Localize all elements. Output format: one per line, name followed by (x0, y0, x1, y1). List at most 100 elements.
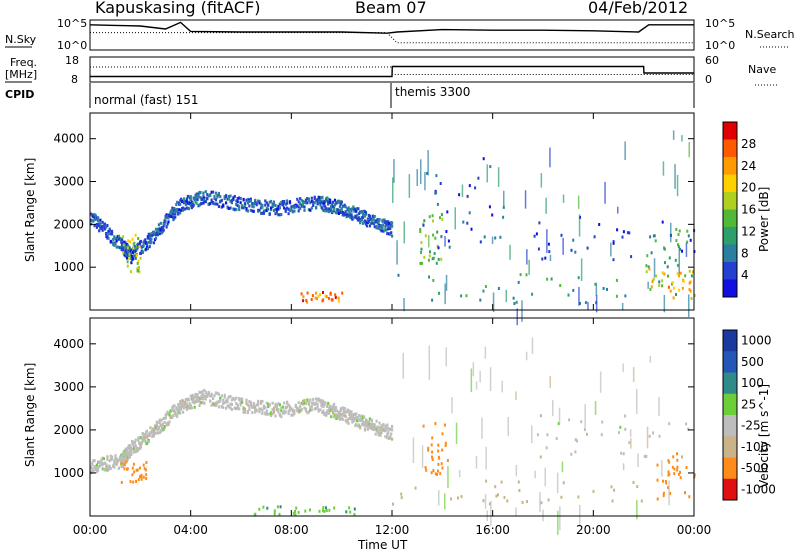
data-cell (202, 393, 205, 397)
data-cell (317, 409, 320, 413)
data-cell (365, 224, 369, 228)
data-cell (115, 239, 118, 243)
data-cell (361, 418, 364, 422)
data-cell (144, 468, 147, 472)
data-cell (265, 409, 268, 413)
data-cell (193, 405, 196, 409)
data-cell (176, 407, 179, 411)
data-cell (356, 419, 359, 423)
data-cell (129, 446, 133, 450)
data-cell (446, 459, 449, 462)
data-cell (577, 495, 580, 499)
data-cell (113, 235, 116, 239)
data-cell (311, 294, 314, 298)
data-cell (287, 403, 290, 407)
data-cell (223, 197, 226, 201)
data-cell (275, 211, 278, 215)
data-streak (515, 507, 517, 516)
data-cell (281, 200, 284, 203)
data-cell (235, 402, 238, 406)
data-cell (666, 265, 669, 269)
data-cell (300, 198, 303, 202)
data-cell (570, 452, 573, 456)
data-cell (122, 249, 125, 252)
data-cell (324, 205, 327, 209)
data-cell (122, 453, 126, 457)
data-streak (402, 352, 404, 379)
data-cell (283, 200, 286, 203)
data-cell (488, 502, 491, 506)
data-cell (136, 468, 139, 472)
data-cell (132, 441, 135, 445)
data-cell (310, 206, 313, 210)
data-cell (349, 216, 352, 220)
data-cell (688, 288, 691, 292)
data-streak (562, 194, 565, 203)
data-cell (430, 471, 433, 475)
data-cell (321, 195, 324, 199)
data-cell (363, 214, 367, 218)
data-cell (333, 402, 336, 406)
data-cell (562, 481, 565, 485)
data-cell (679, 470, 681, 474)
data-cell (313, 201, 316, 205)
data-cell (154, 227, 158, 231)
data-cell (673, 467, 676, 471)
data-cell (462, 220, 465, 224)
data-cell (329, 198, 332, 202)
data-cell (667, 285, 670, 289)
data-cell (243, 204, 247, 208)
data-cell (258, 507, 261, 511)
data-cell (180, 407, 183, 411)
data-cell (615, 278, 618, 282)
data-cell (319, 203, 322, 207)
data-cell (304, 409, 308, 413)
data-cell (313, 402, 316, 406)
data-cell (197, 395, 200, 399)
data-cell (265, 207, 268, 210)
data-cell (136, 267, 139, 271)
data-cell (397, 273, 400, 277)
data-cell (381, 225, 384, 229)
data-cell (294, 513, 297, 517)
data-cell (184, 203, 188, 207)
data-cell (536, 433, 539, 437)
data-cell (95, 470, 98, 474)
data-cell (109, 232, 112, 236)
data-cell (333, 198, 337, 202)
data-cell (373, 215, 376, 218)
data-cell (157, 425, 160, 429)
data-cell (158, 418, 161, 422)
data-streak (509, 244, 511, 260)
data-cell (252, 209, 255, 213)
data-cell (135, 245, 138, 249)
data-cell (656, 463, 659, 467)
data-cell (474, 186, 477, 190)
data-cell (243, 410, 247, 414)
data-cell (166, 421, 169, 425)
data-cell (267, 405, 270, 409)
data-streak (479, 370, 481, 383)
data-cell (437, 443, 440, 447)
data-cell (297, 410, 300, 414)
data-cell (650, 285, 653, 289)
data-cell (122, 235, 125, 239)
data-cell (251, 202, 254, 205)
data-cell (182, 410, 185, 414)
velocity-colorbar-tick: -500 (741, 461, 768, 475)
data-cell (431, 257, 434, 261)
data-cell (437, 257, 440, 261)
data-cell (99, 461, 102, 465)
data-cell (299, 405, 302, 409)
data-cell (419, 261, 422, 265)
data-cell (328, 508, 331, 512)
data-cell (272, 409, 276, 412)
data-cell (202, 191, 205, 195)
data-cell (322, 400, 325, 404)
data-cell (584, 301, 587, 305)
data-streak (636, 499, 638, 520)
data-streak (647, 281, 649, 289)
data-cell (174, 215, 177, 219)
data-cell (189, 404, 192, 408)
data-cell (275, 207, 278, 211)
